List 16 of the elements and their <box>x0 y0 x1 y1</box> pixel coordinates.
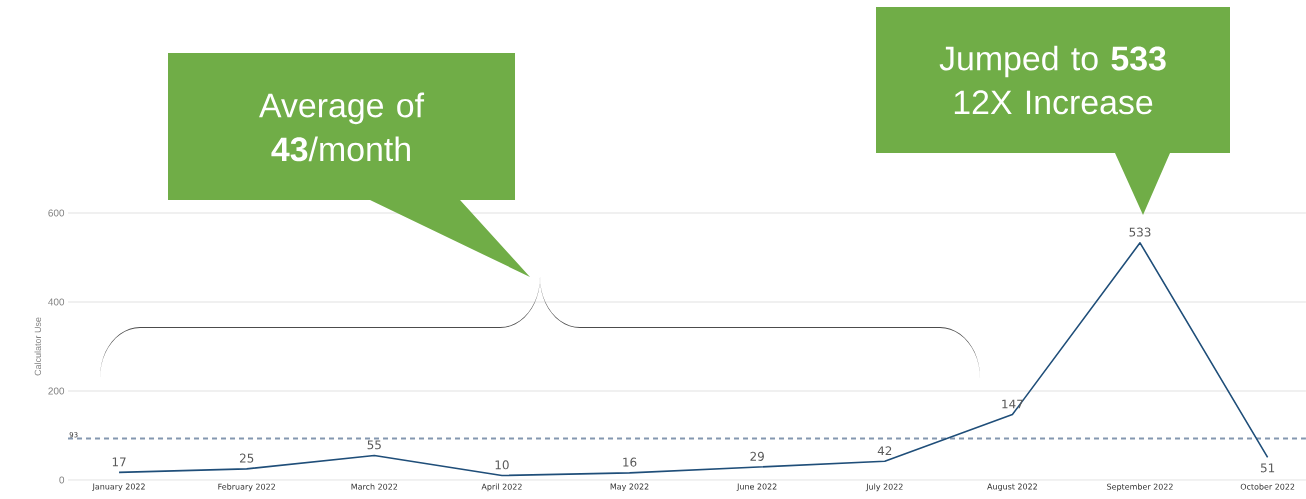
y-tick-label: 0 <box>59 476 65 484</box>
data-label: 51 <box>1260 463 1275 473</box>
data-label: 55 <box>367 440 381 450</box>
y-tick-label: 200 <box>48 387 65 395</box>
data-label: 16 <box>623 457 637 467</box>
text: Average of 43/month <box>259 92 425 162</box>
data-label: 533 <box>1129 227 1151 237</box>
text: Jumped to 533 12X Increase <box>939 45 1166 115</box>
data-label: 10 <box>495 460 509 470</box>
data-label: 42 <box>877 446 892 456</box>
data-label: 25 <box>239 453 254 463</box>
y-axis-title: Calculator Use <box>34 317 42 376</box>
y-tick-label: 600 <box>48 209 65 217</box>
data-label: 17 <box>112 457 126 467</box>
y-tick-label: 400 <box>48 298 65 306</box>
data-label: 29 <box>750 451 764 461</box>
